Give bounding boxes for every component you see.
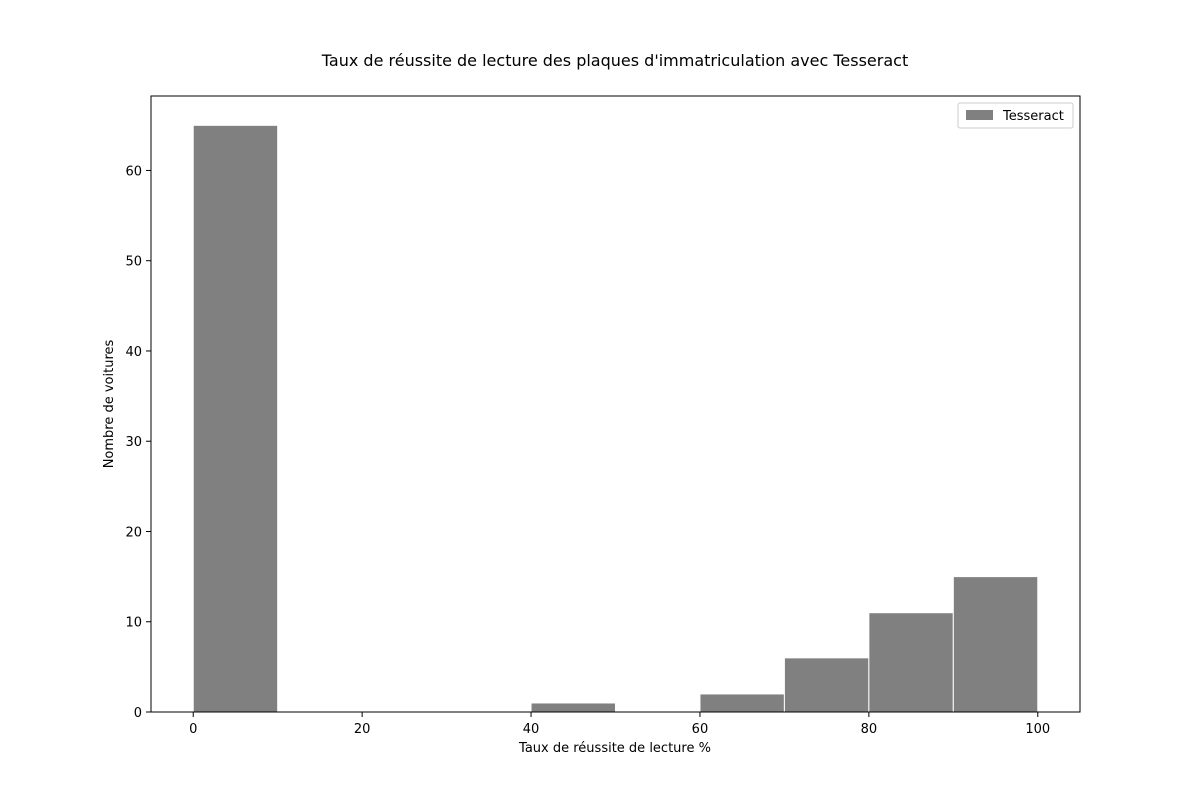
legend-frame bbox=[957, 102, 1074, 129]
y-tick-label: 0 bbox=[134, 706, 142, 721]
legend: Tesseract bbox=[957, 102, 1074, 129]
x-tick-label: 0 bbox=[189, 722, 197, 737]
y-tick-label: 60 bbox=[125, 164, 142, 179]
histogram-bar bbox=[530, 702, 617, 713]
y-tick-label: 10 bbox=[125, 616, 142, 631]
x-tick-label: 80 bbox=[861, 722, 878, 737]
x-tick-label: 60 bbox=[692, 722, 709, 737]
x-tick-label: 40 bbox=[523, 722, 540, 737]
legend-swatch bbox=[966, 110, 993, 120]
x-axis-label: Taux de réussite de lecture % bbox=[518, 741, 711, 756]
histogram-bar bbox=[192, 124, 279, 713]
y-tick-label: 40 bbox=[125, 345, 142, 360]
histogram-bar bbox=[699, 693, 785, 713]
histogram-bar bbox=[952, 576, 1039, 713]
x-axis-ticks: 0 20 40 60 80 100 bbox=[189, 712, 1050, 737]
x-tick-label: 100 bbox=[1025, 722, 1050, 737]
plot-frame bbox=[150, 95, 1081, 713]
y-tick-label: 20 bbox=[125, 525, 142, 540]
y-tick-label: 50 bbox=[125, 255, 142, 270]
bars-group bbox=[192, 124, 1039, 713]
y-tick-label: 30 bbox=[125, 435, 142, 450]
y-axis-label: Nombre de voitures bbox=[102, 339, 117, 468]
x-tick-label: 20 bbox=[354, 722, 371, 737]
chart-title: Taux de réussite de lecture des plaques … bbox=[321, 51, 908, 70]
y-axis-ticks: 0 10 20 30 40 50 60 bbox=[125, 164, 151, 721]
histogram-bar bbox=[868, 612, 954, 713]
histogram-bar bbox=[783, 657, 870, 713]
legend-label: Tesseract bbox=[1002, 109, 1064, 124]
